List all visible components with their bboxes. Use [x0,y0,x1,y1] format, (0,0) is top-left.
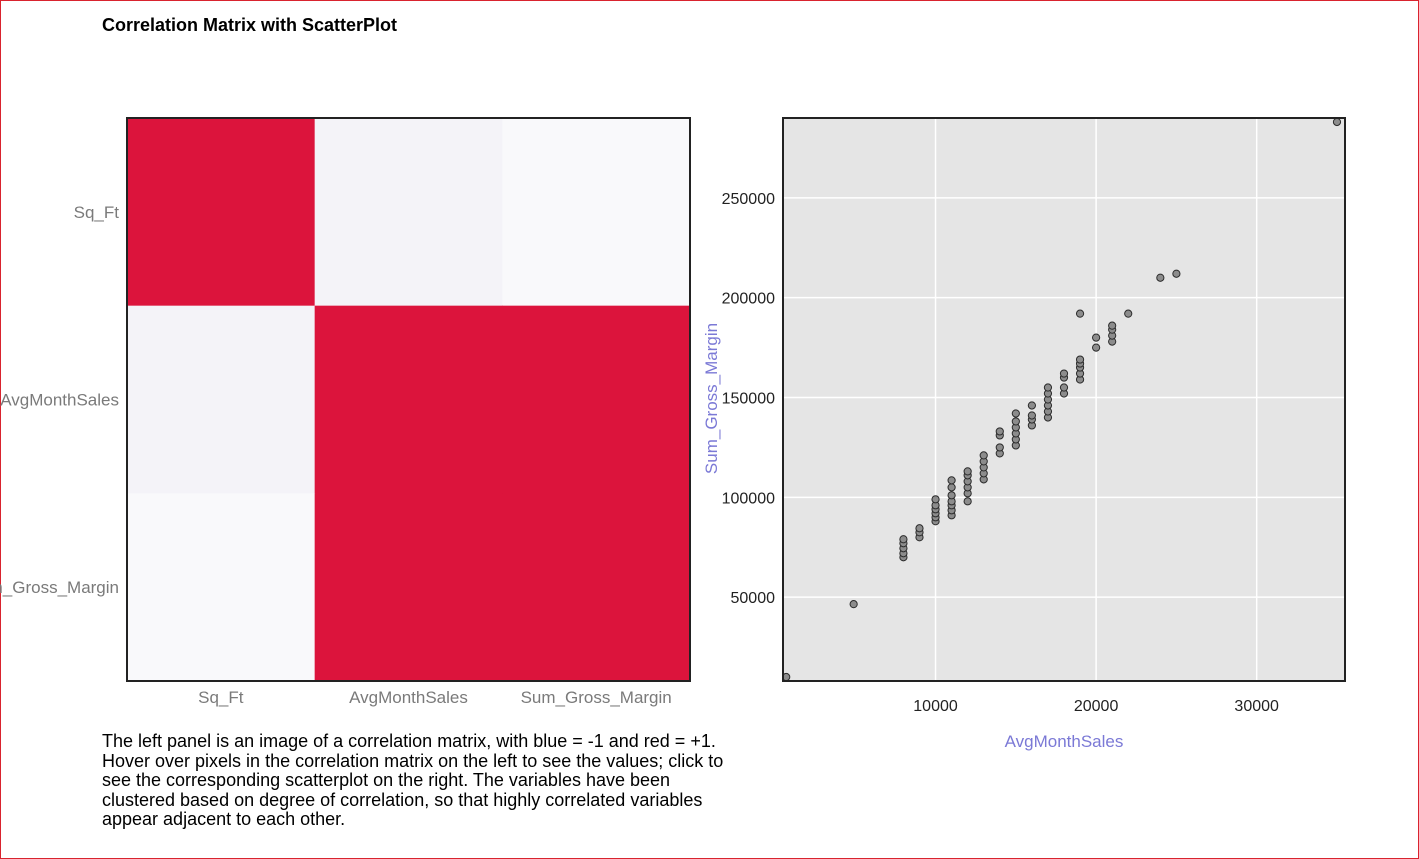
scatter-point [1075,309,1085,318]
page-title: Correlation Matrix with ScatterPlot [102,15,398,35]
heatmap-cell[interactable] [127,493,316,682]
x-tick-label: 10000 [913,698,958,715]
heatmap-cell[interactable] [314,118,503,307]
scatter-point [1059,383,1069,392]
heatmap-cell[interactable] [314,493,503,682]
description-text: The left panel is an image of a correlat… [102,731,724,829]
scatter-point [979,451,988,460]
heatmap-cell[interactable] [502,305,691,494]
heatmap-cell[interactable] [502,493,691,682]
heatmap-cell[interactable] [127,118,316,307]
scatter-point [899,535,908,544]
scatter-plot-area [783,118,1345,681]
scatter-point [963,467,972,476]
heatmap-row-label: AvgMonthSales [0,391,119,410]
scatter-point [1124,309,1133,318]
scatterplot: 10000 20000 30000 50000 100000 150000 200000 25… [702,117,1346,751]
heatmap-cell[interactable] [127,305,316,494]
scatter-point [849,600,858,609]
scatter-point [1332,117,1342,127]
scatter-point [1043,383,1053,392]
scatter-point [931,495,940,504]
heatmap-col-label: AvgMonthSales [349,688,468,707]
heatmap-row-label: Sum_Gross_Margin [0,578,119,597]
y-tick-label: 150000 [722,391,775,408]
scatter-point [915,524,924,533]
scatter-point [1027,411,1036,420]
scatter-point [1075,355,1085,364]
heatmap-cell[interactable] [502,118,691,307]
y-tick-label: 100000 [722,490,775,507]
x-axis-title: AvgMonthSales [1005,732,1124,751]
scatter-point [947,491,956,500]
scatter-point [1108,321,1117,330]
y-tick-label: 250000 [722,191,775,208]
scatter-point [1156,273,1165,282]
scatter-border [782,117,1346,682]
scatter-point [995,443,1004,452]
scatter-point [995,427,1004,436]
x-tick-label: 30000 [1234,698,1279,715]
scatter-point [1027,401,1036,410]
scatter-point [1011,409,1020,418]
heatmap-cell[interactable] [314,305,503,494]
correlation-matrix-heatmap[interactable]: Sq_Ft AvgMonthSales Sum_Gross_Margin Sq_Ft A… [0,0,720,720]
scatter-point [947,476,956,485]
y-tick-label: 200000 [722,291,775,308]
heatmap-border [126,117,691,682]
scatter-point [947,483,956,492]
y-tick-label: 50000 [731,590,776,607]
scatter-point [1172,269,1181,278]
x-tick-label: 20000 [1074,698,1119,715]
scatter-point [1059,369,1069,378]
scatter-point [963,497,972,506]
scatter-point [1092,333,1101,342]
heatmap-col-label: Sum_Gross_Margin [521,688,672,707]
scatter-point [1092,343,1101,352]
heatmap-col-label: Sq_Ft [198,688,244,707]
y-axis-title: Sum_Gross_Margin [702,323,721,474]
heatmap-row-label: Sq_Ft [74,203,120,222]
scatter-point [1011,417,1020,426]
